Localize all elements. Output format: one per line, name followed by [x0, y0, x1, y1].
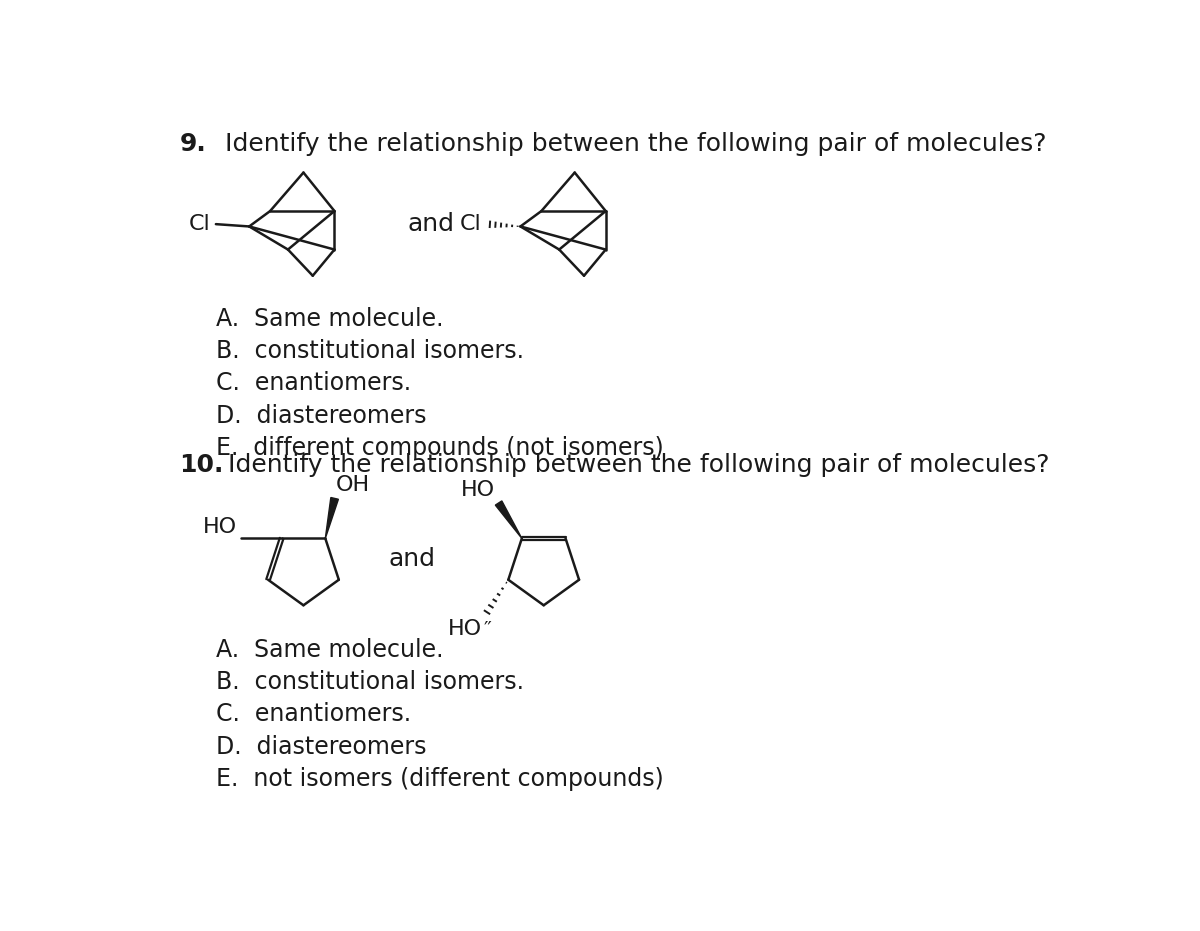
Text: D.  diastereomers: D. diastereomers: [216, 735, 426, 759]
Text: HO: HO: [448, 619, 482, 639]
Text: Identify the relationship between the following pair of molecules?: Identify the relationship between the fo…: [209, 132, 1046, 155]
Text: HO: HO: [203, 517, 236, 537]
Text: and: and: [407, 212, 454, 236]
Text: A.  Same molecule.: A. Same molecule.: [216, 638, 443, 662]
Text: Cl: Cl: [188, 214, 210, 234]
Text: 10.: 10.: [180, 452, 224, 477]
Polygon shape: [496, 501, 522, 538]
Text: C.  enantiomers.: C. enantiomers.: [216, 371, 410, 396]
Text: Cl: Cl: [460, 214, 481, 234]
Text: OH: OH: [336, 476, 371, 495]
Text: D.  diastereomers: D. diastereomers: [216, 403, 426, 427]
Text: HO: HO: [461, 479, 496, 500]
Text: ′′: ′′: [484, 619, 492, 638]
Text: C.  enantiomers.: C. enantiomers.: [216, 702, 410, 726]
Text: Identify the relationship between the following pair of molecules?: Identify the relationship between the fo…: [220, 452, 1049, 477]
Text: E.  different compounds (not isomers): E. different compounds (not isomers): [216, 436, 664, 460]
Text: E.  not isomers (different compounds): E. not isomers (different compounds): [216, 767, 664, 791]
Text: B.  constitutional isomers.: B. constitutional isomers.: [216, 670, 524, 694]
Text: B.  constitutional isomers.: B. constitutional isomers.: [216, 339, 524, 363]
Polygon shape: [325, 497, 338, 538]
Text: and: and: [389, 547, 436, 571]
Text: A.  Same molecule.: A. Same molecule.: [216, 306, 443, 331]
Text: 9.: 9.: [180, 132, 206, 155]
